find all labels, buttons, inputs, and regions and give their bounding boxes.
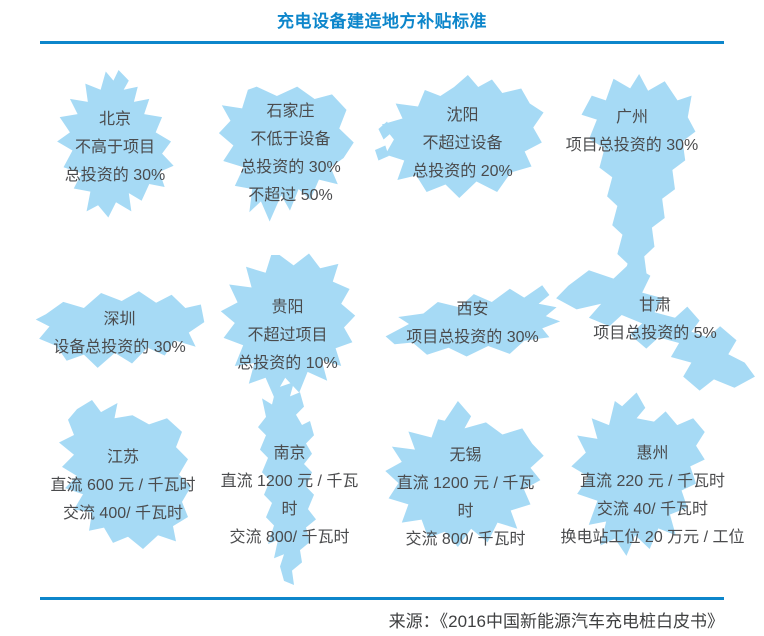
guiyang-map-shape-icon [220,253,356,398]
region-label: 南京 [273,445,306,462]
region-subsidy-line: 不高于项目 [74,139,155,156]
region-text-block: 惠州直流 220 元 / 千瓦时 交流 40/ 千瓦时换电站工位 20 万元 / … [545,440,760,552]
region-label: 惠州 [636,445,669,462]
region-label: 北京 [98,111,131,128]
region-label: 石家庄 [266,103,315,120]
region-subsidy-line: 总投资的 30% [64,167,166,184]
region-gansu: 甘肃项目总投资的 5% [550,250,760,395]
region-subsidy-line: 不低于设备 [250,131,331,148]
region-subsidy-line: 直流 1200 元 / 千瓦 [396,475,535,492]
region-subsidy-line: 直流 220 元 / 千瓦时 [580,473,725,490]
region-label: 沈阳 [446,107,479,124]
region-label: 西安 [456,301,489,318]
region-text-block: 无锡直流 1200 元 / 千瓦时交流 800/ 千瓦时 [378,442,553,554]
region-subsidy-line: 项目总投资的 30% [406,329,539,346]
region-text-block: 贵阳不超过项目总投资的 10% [210,294,365,378]
nanjing-map-shape-icon [258,382,316,585]
region-subsidy-line: 直流 600 元 / 千瓦时 [50,477,196,494]
region-subsidy-line: 换电站工位 20 万元 / 工位 [560,529,745,546]
region-text-block: 甘肃项目总投资的 5% [550,292,760,348]
region-text-block: 石家庄不低于设备总投资的 30% 不超过 50% [208,98,373,210]
gansu-map-shape-icon [556,263,755,391]
region-subsidy-line: 交流 800/ 千瓦时 [405,531,526,548]
region-wuxi: 无锡直流 1200 元 / 千瓦时交流 800/ 千瓦时 [378,390,553,560]
region-subsidy-line: 交流 40/ 千瓦时 [596,501,709,518]
shijiazhuang-map-shape-icon [218,86,354,222]
region-label: 广州 [615,109,648,126]
region-guangzhou: 广州项目总投资的 30% [552,62,712,317]
region-label: 贵阳 [271,299,304,316]
region-text-block: 广州项目总投资的 30% [552,104,712,160]
region-label: 无锡 [449,447,482,464]
region-subsidy-line: 交流 400/ 千瓦时 [62,505,184,522]
huizhou-map-shape-icon [571,392,705,556]
region-subsidy-line: 时 [457,503,474,520]
region-beijing: 北京不高于项目总投资的 30% [40,62,190,267]
region-shenyang: 沈阳不超过设备总投资的 20% [375,62,550,267]
region-subsidy-line: 项目总投资的 30% [565,137,699,154]
region-text-block: 沈阳不超过设备总投资的 20% [375,102,550,186]
region-subsidy-line: 不超过项目 [247,327,328,344]
region-subsidy-line: 交流 800/ 千瓦时 [229,529,350,546]
source-caption: 来源：《2016中国新能源汽车充电桩白皮书》 [388,612,724,631]
beijing-map-shape-icon [57,70,174,218]
region-xian: 西安项目总投资的 30% [380,258,565,383]
region-subsidy-line: 总投资的 30% [240,159,341,176]
region-huizhou: 惠州直流 220 元 / 千瓦时 交流 40/ 千瓦时换电站工位 20 万元 / … [545,385,760,565]
region-shenzhen: 深圳设备总投资的 30% [32,268,207,393]
region-nanjing: 南京直流 1200 元 / 千瓦时交流 800/ 千瓦时 [212,382,367,587]
region-subsidy-line: 不超过设备 [422,135,503,152]
region-text-block: 南京直流 1200 元 / 千瓦时交流 800/ 千瓦时 [212,440,367,552]
region-subsidy-line: 不超过 50% [248,187,333,204]
region-label: 深圳 [103,311,136,328]
region-subsidy-line: 总投资的 10% [237,355,338,372]
region-shijiazhuang: 石家庄不低于设备总投资的 30% 不超过 50% [208,62,373,267]
region-text-block: 西安项目总投资的 30% [380,296,565,352]
region-jiangsu: 江苏直流 600 元 / 千瓦时 交流 400/ 千瓦时 [38,392,208,557]
shenyang-map-shape-icon [375,75,544,198]
jiangsu-map-shape-icon [59,400,191,549]
wuxi-map-shape-icon [385,401,544,547]
region-subsidy-line: 设备总投资的 30% [53,339,186,356]
region-subsidy-line: 时 [281,501,298,518]
region-subsidy-line: 直流 1200 元 / 千瓦 [220,473,359,490]
region-text-block: 江苏直流 600 元 / 千瓦时 交流 400/ 千瓦时 [38,444,208,528]
region-label: 江苏 [106,449,139,466]
region-guiyang: 贵阳不超过项目总投资的 10% [210,250,365,405]
region-label: 甘肃 [638,297,671,314]
top-divider [40,41,724,44]
xian-map-shape-icon [385,285,561,357]
bottom-divider [40,597,724,600]
shenzhen-map-shape-icon [35,291,205,368]
guangzhou-map-shape-icon [581,74,696,314]
region-text-block: 北京不高于项目总投资的 30% [40,106,190,190]
region-text-block: 深圳设备总投资的 30% [32,306,207,362]
region-subsidy-line: 总投资的 20% [412,163,513,180]
region-subsidy-line: 项目总投资的 5% [593,325,717,342]
page-title: 充电设备建造地方补贴标准 [277,12,487,31]
